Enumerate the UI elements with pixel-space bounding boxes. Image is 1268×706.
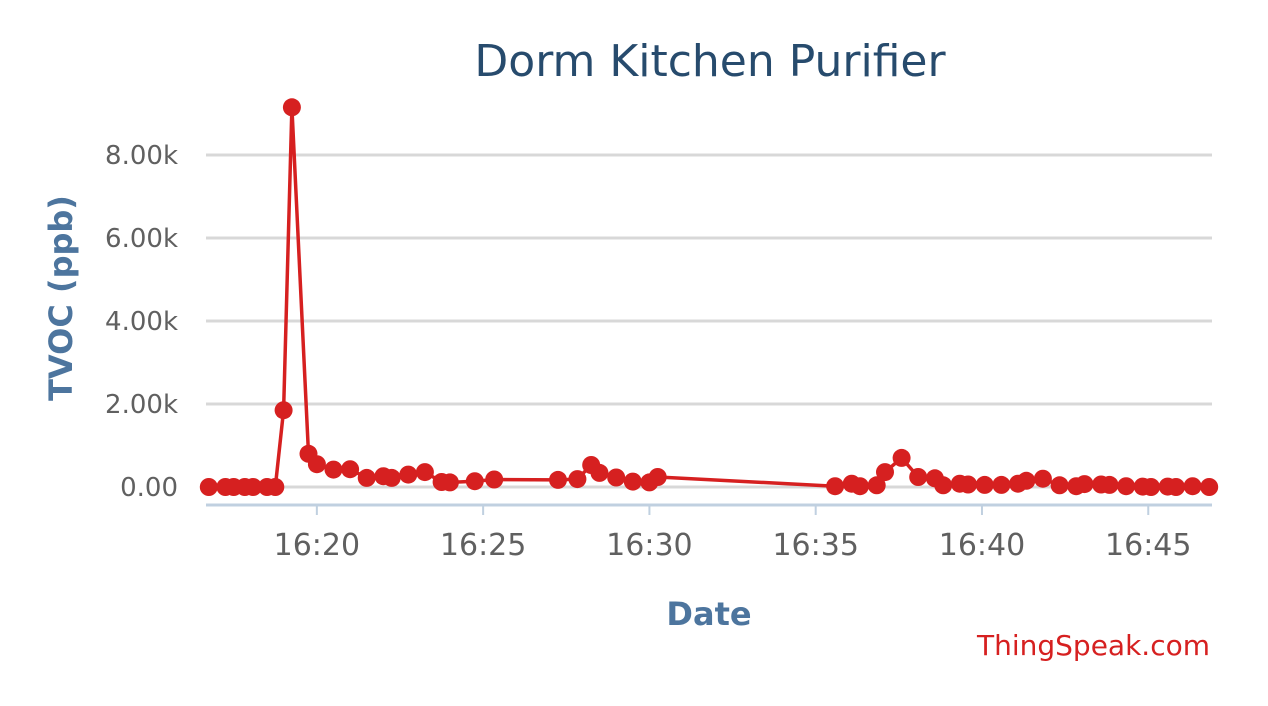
data-point[interactable] — [382, 468, 401, 487]
data-point[interactable] — [826, 477, 845, 496]
data-point[interactable] — [485, 470, 504, 489]
y-axis-label: TVOC (ppb) — [42, 195, 80, 401]
data-point[interactable] — [892, 448, 911, 467]
data-point[interactable] — [590, 463, 609, 482]
data-point[interactable] — [568, 470, 587, 489]
x-tick-marks — [315, 505, 1150, 515]
data-point[interactable] — [867, 476, 886, 495]
x-tick-label: 16:40 — [939, 528, 1025, 563]
data-point[interactable] — [1200, 478, 1219, 496]
data-point[interactable] — [282, 98, 301, 117]
data-point[interactable] — [244, 478, 263, 496]
data-point[interactable] — [959, 475, 978, 494]
y-tick-label: 4.00k — [105, 307, 178, 337]
data-point[interactable] — [1017, 471, 1036, 490]
data-point[interactable] — [440, 473, 459, 492]
data-point[interactable] — [341, 460, 360, 479]
data-point[interactable] — [623, 472, 642, 491]
chart-title: Dorm Kitchen Purifier — [474, 36, 946, 87]
y-tick-label: 0.00 — [120, 473, 178, 503]
gridlines — [206, 153, 1212, 489]
data-point[interactable] — [1167, 478, 1185, 496]
data-point[interactable] — [975, 475, 994, 494]
series-tvoc — [199, 98, 1219, 496]
x-axis-label: Date — [666, 595, 751, 633]
data-point[interactable] — [415, 463, 434, 482]
x-tick-label: 16:20 — [274, 528, 360, 563]
y-tick-labels: 0.00 2.00k 4.00k 6.00k 8.00k — [105, 141, 178, 503]
data-point[interactable] — [307, 455, 326, 474]
data-point[interactable] — [266, 478, 285, 496]
x-tick-label: 16:25 — [440, 528, 526, 563]
data-point[interactable] — [1117, 477, 1136, 496]
data-point[interactable] — [934, 476, 953, 495]
data-point[interactable] — [274, 401, 293, 420]
data-point[interactable] — [876, 463, 894, 482]
series-line — [208, 105, 1210, 489]
data-point[interactable] — [357, 468, 376, 487]
data-point[interactable] — [851, 477, 869, 496]
data-point[interactable] — [465, 472, 484, 491]
data-point[interactable] — [399, 465, 418, 484]
data-point[interactable] — [1033, 469, 1052, 488]
data-point[interactable] — [1075, 475, 1094, 494]
data-point[interactable] — [1100, 475, 1119, 494]
x-tick-labels: 16:20 16:25 16:30 16:35 16:40 16:45 — [274, 528, 1192, 563]
data-point[interactable] — [1183, 477, 1202, 496]
x-tick-label: 16:35 — [772, 528, 858, 563]
credit-link[interactable]: ThingSpeak.com — [976, 629, 1210, 662]
y-tick-label: 2.00k — [105, 390, 178, 420]
data-point[interactable] — [1142, 478, 1160, 496]
y-tick-label: 6.00k — [105, 224, 178, 254]
data-point[interactable] — [607, 468, 626, 487]
x-tick-label: 16:45 — [1105, 528, 1191, 563]
y-tick-label: 8.00k — [105, 141, 178, 171]
data-point[interactable] — [549, 470, 567, 489]
data-point[interactable] — [992, 475, 1011, 494]
data-point[interactable] — [1050, 476, 1069, 495]
data-point[interactable] — [648, 468, 667, 486]
data-point[interactable] — [909, 468, 928, 486]
x-tick-label: 16:30 — [606, 528, 692, 563]
data-point[interactable] — [199, 478, 218, 496]
data-point[interactable] — [324, 460, 343, 479]
